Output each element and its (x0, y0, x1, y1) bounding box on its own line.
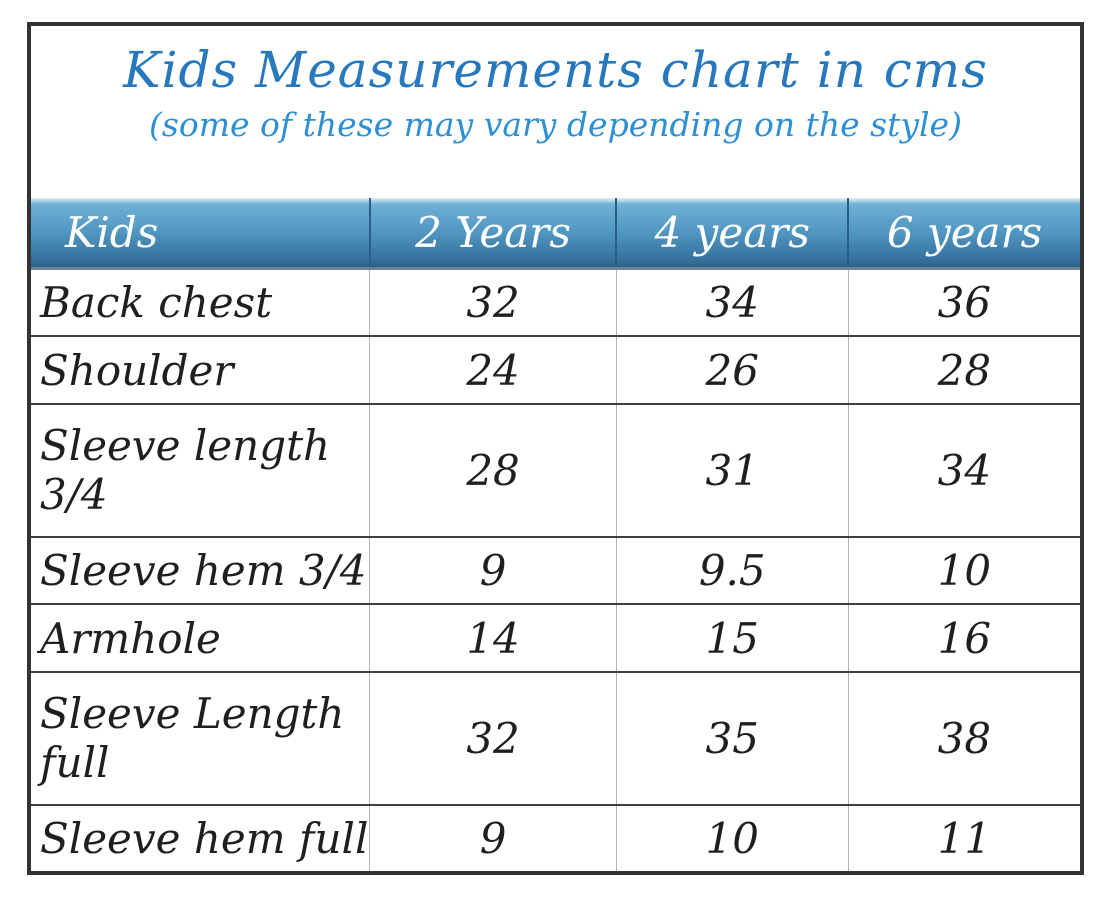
header-cell-4-years: 4 years (615, 198, 849, 270)
header-row: Kids 2 Years 4 years 6 years (31, 198, 1080, 270)
row-label: Shoulder (31, 335, 370, 404)
chart-title: Kids Measurements chart in cms (123, 41, 988, 99)
measurement-value: 11 (847, 803, 1080, 871)
row-label: Sleeve length 3/4 (31, 402, 370, 537)
measurements-table: Kids 2 Years 4 years 6 years Back chest 3… (31, 198, 1080, 871)
measurement-value: 9 (369, 803, 617, 871)
header-cell-6-years: 6 years (847, 198, 1080, 270)
measurement-value: 32 (369, 268, 617, 337)
measurement-value: 16 (847, 603, 1080, 672)
row-label: Back chest (40, 277, 273, 327)
measurement-value: 15 (615, 603, 849, 672)
row-label: Sleeve Length full (31, 670, 370, 805)
table-row: Sleeve hem full 9 10 11 (31, 803, 1080, 871)
measurement-value: 32 (369, 670, 617, 805)
table-row: Armhole 14 15 16 (31, 603, 1080, 672)
measurement-value: 34 (847, 402, 1080, 537)
measurement-value: 28 (369, 402, 617, 537)
measurement-value: 26 (615, 335, 849, 404)
measurement-value: 36 (847, 268, 1080, 337)
table-row: Sleeve hem 3/4 9 9.5 10 (31, 535, 1080, 605)
measurement-value: 28 (847, 335, 1080, 404)
table-row: Sleeve length 3/4 28 31 34 (31, 402, 1080, 537)
table-row: Back chest 32 34 36 (31, 268, 1080, 337)
measurement-value: 10 (615, 803, 849, 871)
table-row: Sleeve Length full 32 35 38 (31, 670, 1080, 805)
row-label: Sleeve hem 3/4 (31, 535, 370, 605)
measurement-value: 9 (369, 535, 617, 605)
table-row: Shoulder 24 26 28 (31, 335, 1080, 404)
chart-title-block: Kids Measurements chart in cms (some of … (31, 26, 1080, 198)
measurement-value: 31 (615, 402, 849, 537)
row-label: Armhole (31, 603, 370, 672)
measurement-value: 14 (369, 603, 617, 672)
header-cell-kids: Kids (31, 198, 370, 270)
table-header: Kids 2 Years 4 years 6 years (31, 198, 1080, 270)
measurement-value: 9.5 (615, 535, 849, 605)
measurement-value: 35 (615, 670, 849, 805)
measurement-value: 24 (369, 335, 617, 404)
header-cell-2-years: 2 Years (368, 198, 617, 270)
chart-subtitle: (some of these may vary depending on the… (149, 104, 962, 144)
measurement-value: 34 (615, 268, 849, 337)
measurement-value: 38 (847, 670, 1080, 805)
row-label: Sleeve hem full (31, 803, 370, 871)
measurement-chart-card: Kids Measurements chart in cms (some of … (27, 22, 1084, 875)
table-body: Back chest 32 34 36 Shoulder 24 26 28 Sleeve len… (31, 268, 1080, 871)
measurement-value: 10 (847, 535, 1080, 605)
